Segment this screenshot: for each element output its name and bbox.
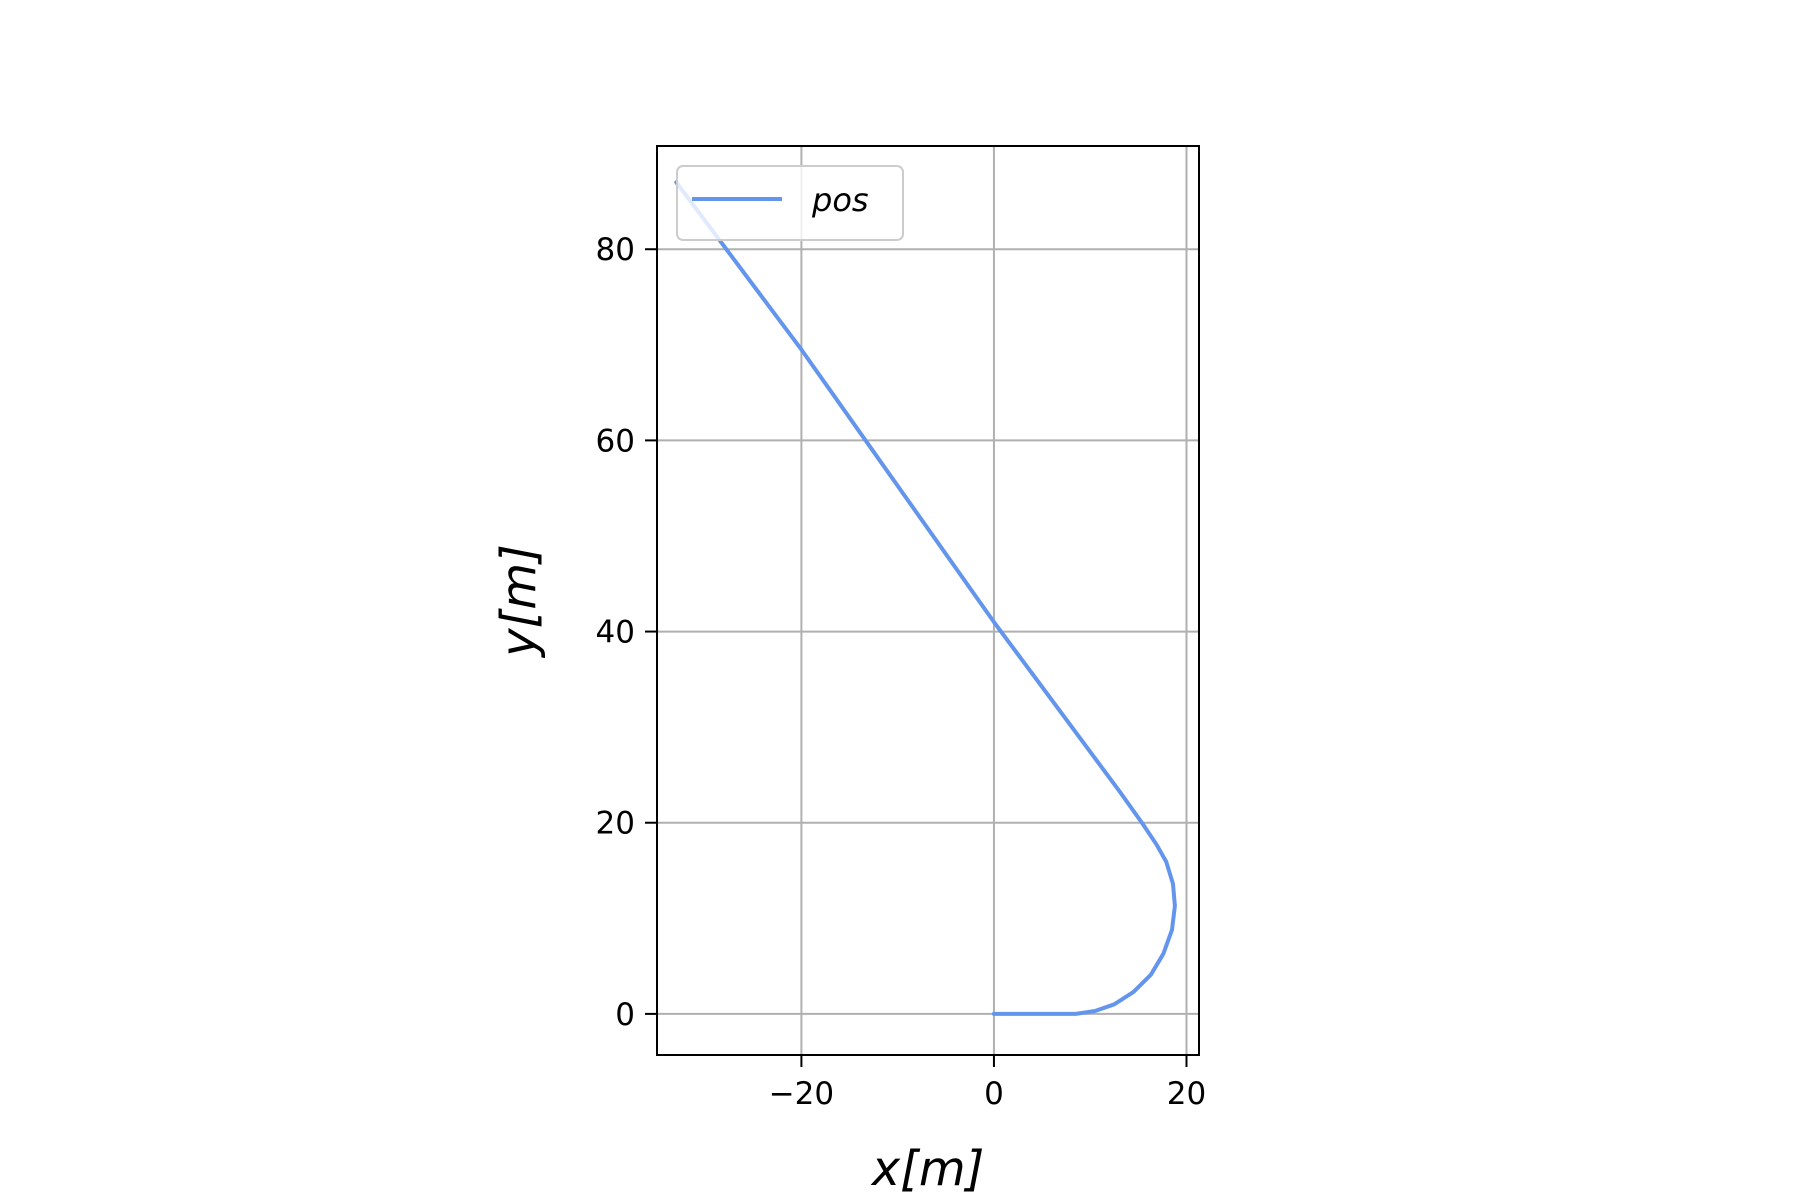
series-layer xyxy=(674,180,1177,1016)
x-tick-label: 0 xyxy=(984,1076,1004,1112)
y-axis-label: y[m] xyxy=(491,544,547,659)
grid xyxy=(657,146,1199,1055)
y-tick-label: 20 xyxy=(596,806,635,842)
y-tick-label: 0 xyxy=(615,997,635,1033)
series-line-pos xyxy=(674,180,1177,1016)
x-tick-label: 20 xyxy=(1167,1076,1206,1112)
plot-frame xyxy=(656,145,1200,1056)
y-tick-label: 60 xyxy=(596,423,635,459)
x-axis-label: x[m] xyxy=(870,1141,985,1197)
ticks: −20 0 20 0 20 40 60 80 xyxy=(596,232,1207,1112)
legend: pos xyxy=(676,165,904,241)
y-tick-label: 40 xyxy=(596,615,635,651)
legend-label-pos: pos xyxy=(811,181,869,219)
y-tick-label: 80 xyxy=(596,232,635,268)
legend-box xyxy=(676,165,904,241)
x-tick-label: −20 xyxy=(769,1076,834,1112)
